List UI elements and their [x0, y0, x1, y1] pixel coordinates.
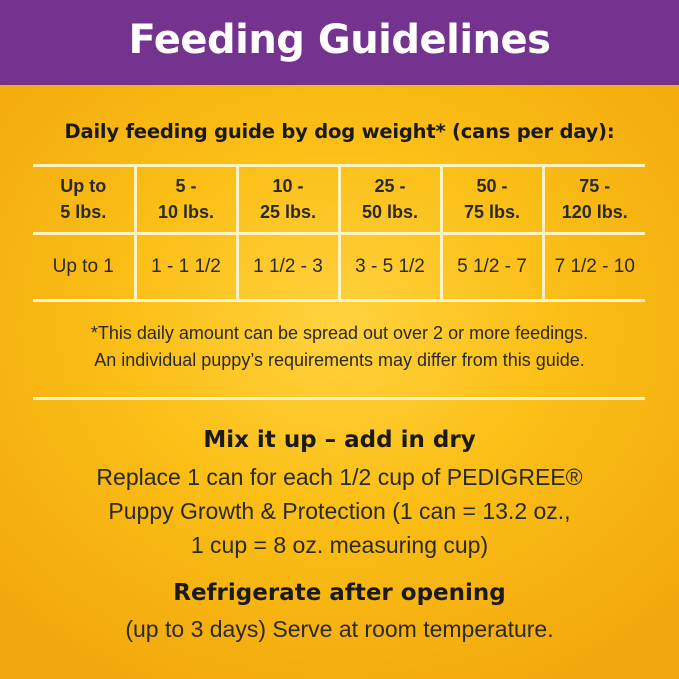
page-title: Feeding Guidelines — [128, 16, 551, 63]
amount-cell: 1 1/2 - 3 — [235, 231, 341, 302]
storage-heading: Refrigerate after opening — [173, 580, 506, 606]
weight-cell: Up to 5 lbs. — [33, 164, 137, 235]
amount-cell: 5 1/2 - 7 — [439, 231, 545, 302]
amount-cell: Up to 1 — [33, 231, 137, 302]
weight-line: 50 lbs. — [361, 202, 419, 223]
header-banner: Feeding Guidelines — [0, 0, 679, 85]
mix-line: Replace 1 can for each 1/2 cup of PEDIGR… — [96, 464, 583, 490]
weight-cell: 50 - 75 lbs. — [439, 164, 545, 235]
weight-line: 25 lbs. — [259, 202, 317, 223]
footnote-line: An individual puppy’s requirements may d… — [94, 350, 585, 370]
divider — [33, 397, 645, 400]
weight-line: 10 - — [272, 176, 304, 197]
footnote: *This daily amount can be spread out ove… — [0, 320, 679, 374]
weight-header-row: Up to 5 lbs. 5 - 10 lbs. 10 - 25 lbs. 25 - 5… — [33, 164, 645, 235]
weight-line: 10 lbs. — [157, 202, 215, 223]
weight-line: 75 - — [579, 176, 611, 197]
weight-line: 120 lbs. — [561, 202, 628, 223]
footnote-line: *This daily amount can be spread out ove… — [90, 323, 589, 343]
weight-line: 5 - — [175, 176, 197, 197]
amount-row: Up to 1 1 - 1 1/2 1 1/2 - 3 3 - 5 1/2 5 … — [33, 231, 645, 302]
mix-line: 1 cup = 8 oz. measuring cup) — [190, 532, 489, 558]
weight-line: 50 - — [476, 176, 508, 197]
weight-line: 75 lbs. — [463, 202, 521, 223]
table-caption: Daily feeding guide by dog weight* (cans… — [64, 120, 615, 143]
storage-instructions: (up to 3 days) Serve at room temperature… — [125, 616, 554, 642]
weight-cell: 10 - 25 lbs. — [235, 164, 341, 235]
weight-cell: 25 - 50 lbs. — [337, 164, 443, 235]
weight-cell: 75 - 120 lbs. — [541, 164, 645, 235]
amount-cell: 1 - 1 1/2 — [133, 231, 239, 302]
mix-instructions: Replace 1 can for each 1/2 cup of PEDIGR… — [0, 460, 679, 562]
weight-line: 25 - — [374, 176, 406, 197]
mix-heading: Mix it up – add in dry — [203, 427, 476, 453]
weight-line: Up to — [60, 176, 107, 197]
amount-cell: 3 - 5 1/2 — [337, 231, 443, 302]
weight-line: 5 lbs. — [60, 202, 107, 223]
feeding-table: Up to 5 lbs. 5 - 10 lbs. 10 - 25 lbs. 25 - 5… — [33, 164, 645, 302]
amount-cell: 7 1/2 - 10 — [541, 231, 645, 302]
mix-line: Puppy Growth & Protection (1 can = 13.2 … — [108, 498, 571, 524]
weight-cell: 5 - 10 lbs. — [133, 164, 239, 235]
